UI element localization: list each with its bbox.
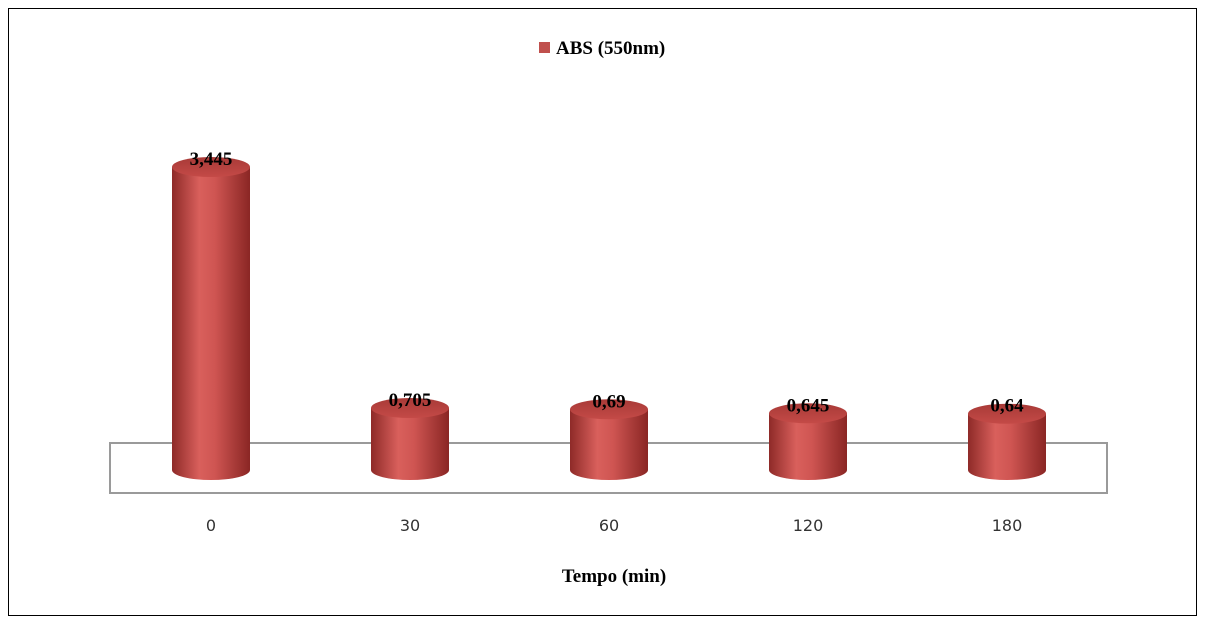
bar-body: [968, 413, 1046, 480]
data-label: 3,445: [190, 149, 233, 170]
x-tick-label: 180: [992, 516, 1023, 535]
x-tick-label: 120: [793, 516, 824, 535]
bar-30: [371, 397, 449, 480]
bar-body: [769, 413, 847, 480]
bar-body: [570, 409, 648, 480]
x-tick-label: 0: [206, 516, 216, 535]
x-tick-label: 30: [400, 516, 420, 535]
data-label: 0,64: [990, 396, 1024, 417]
data-labels-group: 3,445 0,705 0,69 0,645 0,64: [190, 149, 1025, 417]
bar-0: [172, 157, 250, 480]
data-label: 0,69: [592, 391, 625, 412]
legend-swatch: [539, 42, 550, 53]
x-axis-title: Tempo (min): [562, 566, 666, 587]
bar-body: [172, 167, 250, 480]
bar-top-cap: [172, 157, 250, 177]
bar-top-cap: [570, 399, 648, 420]
bar-120: [769, 403, 847, 480]
bar-top-cap: [371, 397, 449, 418]
bar-body: [371, 407, 449, 480]
data-label: 0,645: [787, 395, 830, 416]
x-tick-labels-group: 0 30 60 120 180: [206, 516, 1022, 535]
bar-180: [968, 403, 1046, 480]
data-label: 0,705: [389, 390, 432, 411]
legend-label: ABS (550nm): [556, 38, 665, 59]
bar-top-cap: [968, 403, 1046, 424]
x-tick-label: 60: [599, 516, 619, 535]
bars-group: [172, 157, 1046, 480]
bar-60: [570, 399, 648, 480]
bar-top-cap: [769, 403, 847, 424]
